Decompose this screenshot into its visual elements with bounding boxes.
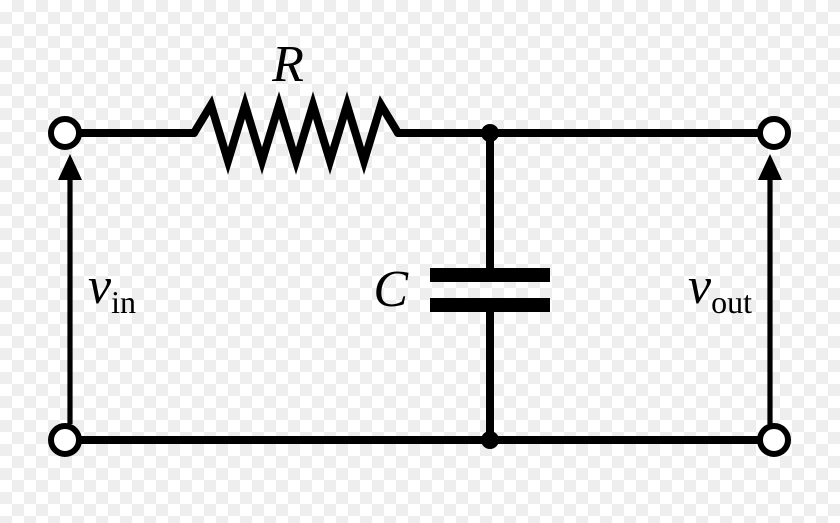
junction-top [481,124,499,142]
vout-label: vout [688,258,752,320]
capacitor-label: C [373,261,409,318]
vin-label: vin [88,258,136,320]
vout-arrow-head [758,154,782,180]
terminal-out_bot [760,426,788,454]
resistor-label: R [271,36,304,93]
junction-bottom [481,431,499,449]
terminal-out_top [760,119,788,147]
terminal-in_top [51,119,79,147]
terminal-in_bot [51,426,79,454]
rc-lowpass-schematic: R Cvin vout [0,0,840,523]
vin-arrow-head [58,154,82,180]
resistor [194,105,398,161]
